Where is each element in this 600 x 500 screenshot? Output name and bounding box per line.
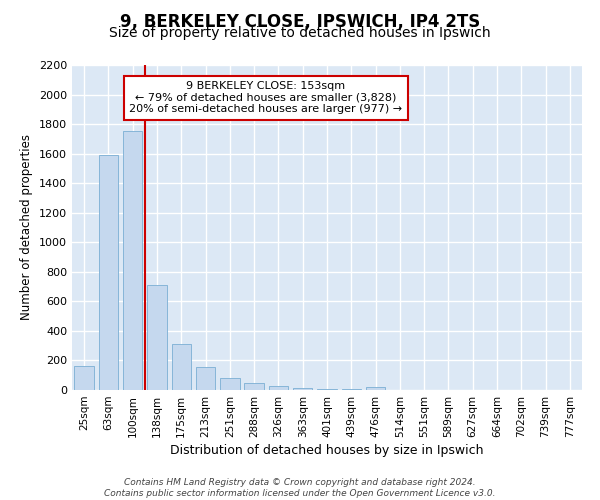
Bar	[269, 386, 288, 390]
Bar	[147, 285, 167, 390]
Text: Size of property relative to detached houses in Ipswich: Size of property relative to detached ho…	[109, 26, 491, 40]
Bar	[99, 155, 118, 390]
Text: 9, BERKELEY CLOSE, IPSWICH, IP4 2TS: 9, BERKELEY CLOSE, IPSWICH, IP4 2TS	[120, 12, 480, 30]
Text: Contains HM Land Registry data © Crown copyright and database right 2024.
Contai: Contains HM Land Registry data © Crown c…	[104, 478, 496, 498]
Bar	[244, 382, 264, 390]
Bar	[123, 132, 142, 390]
Bar	[172, 344, 191, 390]
Bar	[293, 388, 313, 390]
Bar	[220, 378, 239, 390]
Bar	[196, 367, 215, 390]
Bar	[366, 387, 385, 390]
Bar	[74, 366, 94, 390]
Y-axis label: Number of detached properties: Number of detached properties	[20, 134, 34, 320]
X-axis label: Distribution of detached houses by size in Ipswich: Distribution of detached houses by size …	[170, 444, 484, 457]
Text: 9 BERKELEY CLOSE: 153sqm
← 79% of detached houses are smaller (3,828)
20% of sem: 9 BERKELEY CLOSE: 153sqm ← 79% of detach…	[129, 81, 403, 114]
